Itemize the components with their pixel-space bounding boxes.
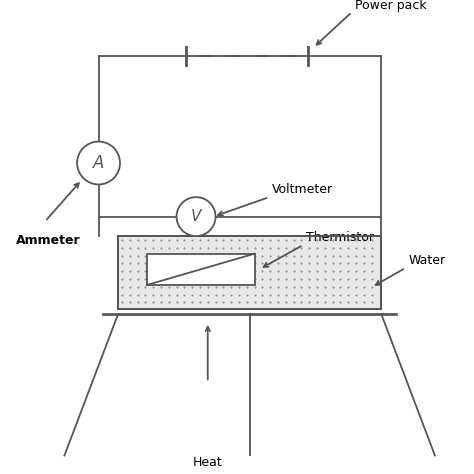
Text: Power pack: Power pack <box>355 0 427 11</box>
Text: Voltmeter: Voltmeter <box>272 183 333 196</box>
Circle shape <box>176 197 216 236</box>
Text: V: V <box>191 209 201 224</box>
Text: A: A <box>93 154 104 172</box>
Text: Water: Water <box>409 254 446 266</box>
Text: Heat: Heat <box>193 456 223 469</box>
Circle shape <box>77 142 120 184</box>
Bar <box>118 236 381 309</box>
Text: Thermistor: Thermistor <box>306 230 374 244</box>
Text: Ammeter: Ammeter <box>16 235 80 247</box>
Bar <box>147 254 255 285</box>
Bar <box>118 236 381 309</box>
